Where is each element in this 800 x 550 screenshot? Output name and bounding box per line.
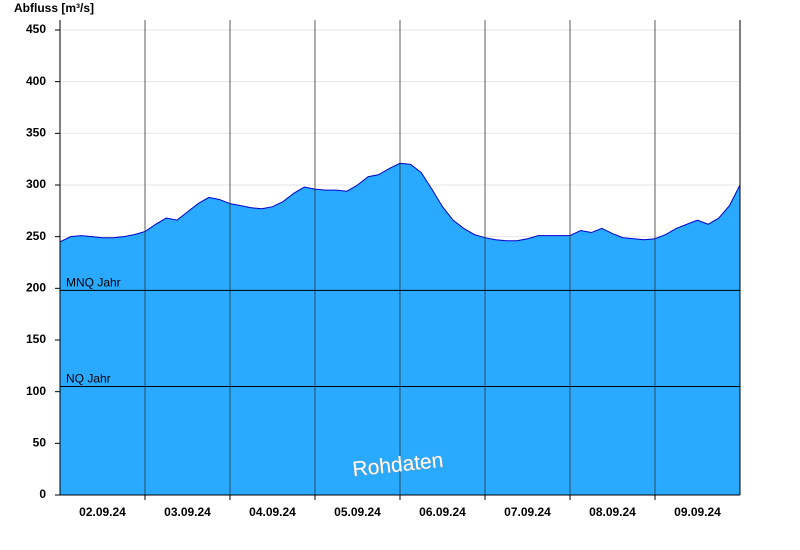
- x-tick-label: 04.09.24: [249, 505, 296, 519]
- y-axis-label: Abfluss [m³/s]: [14, 1, 94, 15]
- y-tick-label: 300: [26, 177, 46, 191]
- x-tick-label: 08.09.24: [589, 505, 636, 519]
- y-tick-label: 400: [26, 74, 46, 88]
- x-tick-label: 05.09.24: [334, 505, 381, 519]
- y-tick-label: 150: [26, 332, 46, 346]
- y-tick-label: 350: [26, 126, 46, 140]
- y-tick-label: 250: [26, 229, 46, 243]
- x-tick-label: 07.09.24: [504, 505, 551, 519]
- y-tick-label: 50: [33, 436, 47, 450]
- y-tick-label: 200: [26, 281, 46, 295]
- reference-label: MNQ Jahr: [66, 276, 121, 290]
- y-tick-label: 0: [39, 487, 46, 501]
- y-tick-label: 450: [26, 22, 46, 36]
- y-tick-label: 100: [26, 384, 46, 398]
- x-tick-label: 09.09.24: [674, 505, 721, 519]
- x-tick-label: 06.09.24: [419, 505, 466, 519]
- x-tick-label: 02.09.24: [79, 505, 126, 519]
- x-tick-label: 03.09.24: [164, 505, 211, 519]
- reference-label: NQ Jahr: [66, 372, 111, 386]
